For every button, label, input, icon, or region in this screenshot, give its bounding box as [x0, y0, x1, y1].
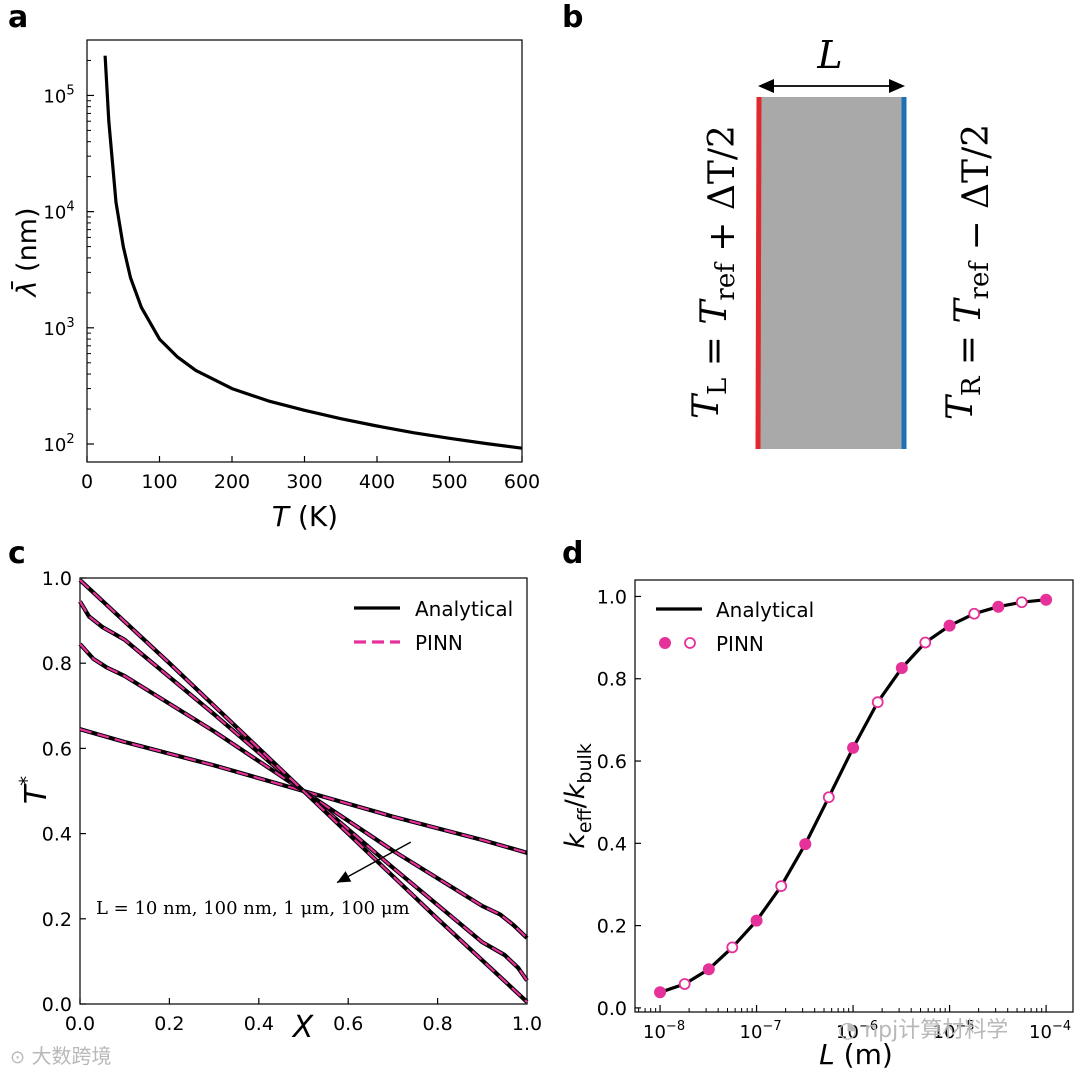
length-label: L: [816, 33, 842, 77]
legend-pinn-open-marker: [684, 637, 696, 649]
x-tick-label-d: 10−7: [740, 1019, 782, 1043]
watermark-left-text: 大数跨境: [31, 1044, 112, 1068]
pinn-point-open: [1015, 596, 1028, 609]
y-tick-label-d: 0.4: [597, 833, 627, 855]
x-tick-label-a: 300: [286, 471, 322, 493]
x-tick-label-c: 0.8: [422, 1013, 452, 1035]
pinn-point-filled: [1040, 593, 1053, 606]
x-tick-label-c: 0.2: [154, 1013, 184, 1035]
x-tick-label-c: 0.6: [333, 1013, 363, 1035]
pinn-point-filled: [943, 619, 956, 632]
trend-arrow-head: [337, 871, 352, 883]
x-tick-label-a: 100: [141, 471, 177, 493]
pinn-point-filled: [992, 600, 1005, 613]
legend-analytical-label-d: Analytical: [716, 598, 814, 622]
y-axis-label-a: λ̄ (nm): [11, 207, 43, 298]
x-tick-label-d: 10−4: [1029, 1019, 1071, 1043]
y-tick-label-d: 0.6: [597, 751, 627, 773]
x-tick-label-c: 0.0: [65, 1013, 95, 1035]
panel-letter-d: d: [562, 536, 584, 571]
pinn-point-open: [968, 607, 981, 620]
x-tick-label-a: 200: [214, 471, 250, 493]
pinn-line-c: [79, 579, 528, 1003]
wechat-icon: ◔: [838, 1018, 858, 1043]
pinn-point-filled: [654, 986, 667, 999]
y-tick-label-c: 1.0: [42, 568, 72, 590]
y-tick-label-d: 0.8: [597, 669, 627, 691]
axes-frame-d: [634, 579, 1074, 1013]
watermark-right-text: npj计算材料学: [864, 1018, 1009, 1043]
x-tick-label-c: 0.4: [244, 1013, 274, 1035]
pinn-point-open: [726, 941, 739, 954]
watermark-right: ◔ npj计算材料学: [838, 1012, 1008, 1044]
slab: [758, 97, 905, 449]
y-tick-label-c: 0.2: [42, 909, 72, 931]
pinn-point-open: [871, 696, 884, 709]
pinn-point-open: [775, 880, 788, 893]
legend-pinn-label-c: PINN: [415, 631, 463, 655]
panel-letter-c: c: [8, 536, 26, 571]
panel-letter-a: a: [8, 0, 29, 35]
y-tick-label-c: 0.4: [42, 824, 72, 846]
pinn-line-c: [79, 728, 528, 854]
x-axis-label-a: T (K): [272, 500, 338, 533]
pinn-point-filled: [847, 741, 860, 754]
x-tick-label-a: 600: [504, 471, 540, 493]
pinn-point-open: [678, 978, 691, 990]
pinn-point-filled: [750, 914, 763, 927]
y-tick-label-c: 0.6: [42, 738, 72, 760]
axes-frame-a: [86, 39, 523, 463]
y-tick-label-c: 0.0: [42, 994, 72, 1016]
y-tick-label-a: 104: [43, 200, 74, 224]
x-tick-label-d: 10−6: [836, 1019, 878, 1043]
x-axis-label-d: L (m): [819, 1038, 893, 1071]
y-tick-label-d: 0.2: [597, 916, 627, 938]
y-tick-label-a: 105: [43, 83, 74, 107]
x-tick-label-d: 10−5: [933, 1019, 975, 1043]
y-tick-label-d: 1.0: [597, 586, 627, 608]
x-tick-label-d: 10−8: [643, 1019, 685, 1043]
legend-analytical-label-c: Analytical: [415, 597, 513, 621]
left-boundary-condition: TL = Tref + ΔT/2: [686, 125, 743, 419]
length-arrow-right-head: [889, 79, 905, 93]
pinn-point-filled: [702, 963, 715, 976]
legend-pinn-label-d: PINN: [716, 632, 764, 656]
y-tick-label-c: 0.8: [42, 653, 72, 675]
y-axis-label-d: keff/kbulk: [560, 743, 596, 849]
watermark-logo-icon: ⊙: [10, 1047, 26, 1068]
left-boundary: [755, 96, 762, 450]
y-tick-label-a: 103: [43, 316, 74, 340]
axes-frame-c: [79, 577, 528, 1005]
panel-letter-b: b: [562, 0, 584, 35]
x-tick-label-a: 400: [359, 471, 395, 493]
pinn-line-c: [79, 643, 528, 939]
pinn-point-open: [919, 636, 932, 649]
legend-pinn-filled-marker: [659, 637, 671, 649]
pinn-point-filled: [895, 662, 908, 675]
right-boundary-condition: TR = Tref − ΔT/2: [940, 124, 997, 420]
analytical-line-d: [659, 598, 1047, 994]
pinn-point-filled: [799, 838, 812, 851]
length-arrow-left-head: [758, 79, 774, 93]
pinn-point-open: [822, 791, 835, 804]
x-tick-label-a: 0: [81, 471, 93, 493]
y-axis-label-c: T*: [15, 776, 54, 804]
length-annotation-c: L = 10 nm, 100 nm, 1 μm, 100 μm: [96, 898, 410, 919]
x-axis-label-c: X: [291, 1010, 315, 1045]
trend-arrow-line: [336, 841, 412, 884]
x-tick-label-c: 1.0: [512, 1013, 542, 1035]
series-line-a: [103, 55, 523, 450]
x-tick-label-a: 500: [431, 471, 467, 493]
watermark-left: ⊙ 大数跨境: [10, 1040, 111, 1069]
y-tick-label-d: 0.0: [597, 998, 627, 1020]
y-tick-label-a: 102: [43, 432, 74, 456]
